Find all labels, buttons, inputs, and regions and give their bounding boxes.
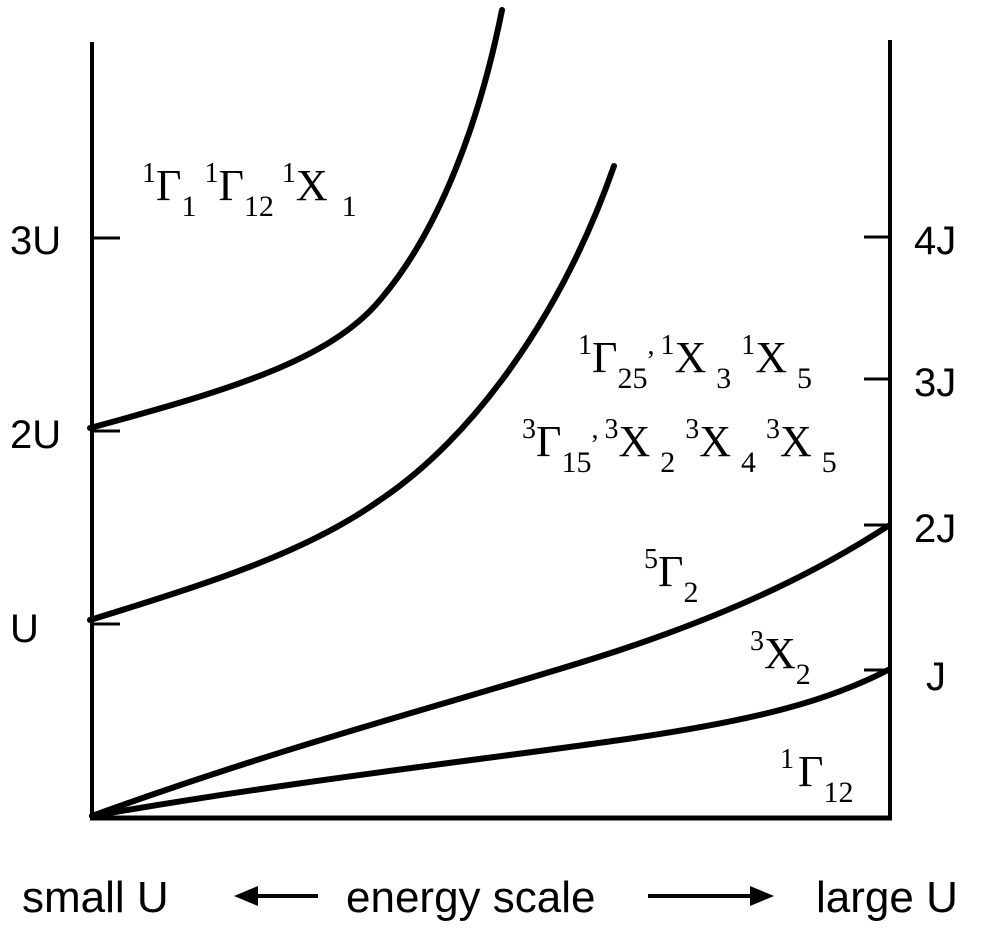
right-label-j: J bbox=[926, 655, 946, 699]
bottom-label-small-u: small U bbox=[22, 873, 169, 922]
state-label-top: 1Γ11Γ121X 1 bbox=[142, 158, 357, 223]
state-label-g2: 5Γ2 bbox=[644, 544, 698, 609]
right-label-2j: 2J bbox=[914, 507, 956, 551]
left-label-2u: 2U bbox=[10, 413, 61, 457]
state-label-mid1: 1Γ25, 1X 31X 5 bbox=[578, 330, 812, 395]
state-label-x2: 3X2 bbox=[750, 626, 811, 691]
bottom-label-large-u: large U bbox=[816, 873, 958, 922]
curve-lower bbox=[89, 523, 891, 819]
left-label-3u: 3U bbox=[10, 219, 61, 263]
bottom-label-energy-scale: energy scale bbox=[346, 873, 595, 922]
state-label-g12: 1Γ12 bbox=[780, 744, 853, 809]
right-label-3j: 3J bbox=[914, 361, 956, 405]
left-label-u: U bbox=[10, 607, 39, 651]
state-label-mid2: 3Γ15, 3X 23X 43X 5 bbox=[522, 414, 837, 479]
curve-top bbox=[87, 7, 505, 431]
arrow-left-icon bbox=[234, 886, 318, 906]
right-label-4j: 4J bbox=[914, 219, 956, 263]
curve-middle bbox=[87, 163, 617, 623]
curve-lowest bbox=[89, 667, 891, 819]
arrow-right-icon bbox=[648, 886, 774, 906]
